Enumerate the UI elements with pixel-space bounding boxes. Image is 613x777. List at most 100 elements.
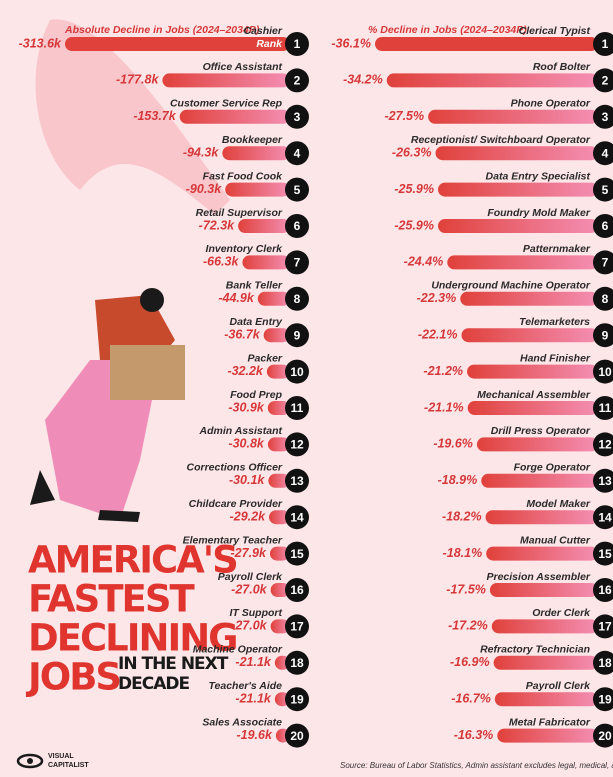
bar: [497, 728, 598, 743]
rank-number: 5: [602, 183, 609, 197]
value-label: -16.9%: [450, 655, 490, 669]
rank-badge: [285, 250, 309, 275]
bar: [225, 182, 290, 197]
category-label: Metal Fabricator: [509, 716, 591, 728]
bar: [491, 619, 598, 634]
value-label: -25.9%: [394, 218, 434, 232]
bar: [438, 182, 598, 197]
rank-badge: [593, 32, 613, 56]
bar: [65, 37, 290, 51]
rank-badge: [593, 250, 613, 275]
category-label: Office Assistant: [203, 61, 283, 73]
value-label: -21.1k: [235, 691, 271, 705]
bar: [263, 328, 290, 343]
bar: [493, 655, 598, 670]
rank-number: 8: [294, 292, 301, 306]
rank-badge: [285, 614, 309, 639]
rank-number: 18: [598, 656, 612, 670]
category-label: Drill Press Operator: [491, 425, 591, 437]
category-label: Data Entry: [229, 316, 283, 328]
rank-number: 9: [294, 328, 301, 342]
rank-number: 19: [598, 692, 612, 706]
bar: [267, 437, 290, 452]
rank-number: 16: [290, 583, 304, 597]
rank-number: 2: [294, 74, 301, 88]
rank-badge: [285, 359, 309, 384]
category-label: Elementary Teacher: [183, 534, 283, 546]
rank-badge: [285, 177, 309, 202]
rank-number: 20: [290, 729, 304, 743]
rank-number: 13: [598, 474, 612, 488]
value-label: -27.0k: [231, 582, 267, 596]
rank-number: 6: [602, 219, 609, 233]
rank-number: 10: [598, 365, 612, 379]
rank-badge: [285, 323, 309, 348]
category-label: Roof Bolter: [533, 61, 591, 73]
value-label: -21.1k: [235, 655, 271, 669]
value-label: -94.3k: [183, 145, 219, 159]
category-label: Receptionist/ Switchboard Operator: [411, 134, 591, 146]
rank-number: 18: [290, 656, 304, 670]
rank-number: 7: [602, 256, 609, 270]
value-label: -36.1%: [331, 36, 371, 50]
category-label: Admin Assistant: [199, 425, 283, 437]
value-label: -30.8k: [228, 437, 264, 451]
value-label: -22.1%: [418, 327, 458, 341]
category-label: Retail Supervisor: [196, 207, 283, 219]
bar: [375, 37, 598, 51]
value-label: -18.1%: [443, 546, 483, 560]
rank-number: 19: [290, 692, 304, 706]
category-label: Clerical Typist: [519, 25, 591, 37]
rank-badge: [593, 396, 613, 420]
value-label: -44.9k: [218, 291, 254, 305]
category-label: Model Maker: [526, 498, 591, 510]
value-label: -153.7k: [133, 109, 176, 123]
bar: [485, 510, 598, 525]
bar: [268, 473, 290, 488]
category-label: Packer: [248, 352, 283, 364]
category-label: Food Prep: [230, 389, 283, 401]
category-label: Order Clerk: [532, 607, 591, 619]
rank-badge: [593, 286, 613, 311]
bar: [461, 328, 598, 343]
bar: [222, 146, 290, 161]
bar: [266, 364, 290, 379]
brand: CAPITALIST: [48, 762, 89, 769]
rank-number: 11: [599, 401, 612, 415]
rank-number: 17: [598, 620, 612, 634]
value-label: -32.2k: [227, 364, 263, 378]
bar: [269, 546, 290, 561]
category-label: Payroll Clerk: [218, 571, 283, 583]
rank-badge: [593, 359, 613, 384]
rank-badge: [285, 505, 309, 530]
value-label: -19.6%: [433, 437, 473, 451]
rank-badge: [593, 614, 613, 639]
category-label: IT Support: [230, 607, 283, 619]
subtitle-line: DECADE: [118, 674, 189, 694]
bar: [267, 401, 290, 415]
rank-badge: [593, 687, 613, 712]
bar: [428, 109, 598, 124]
rank-number: 15: [598, 547, 612, 561]
category-label: Childcare Provider: [189, 498, 283, 510]
bar: [269, 510, 290, 525]
rank-badge: [285, 723, 309, 748]
rank-number: 1: [602, 37, 609, 51]
category-label: Sales Associate: [202, 716, 282, 728]
rank-badge: [285, 214, 309, 238]
value-label: -30.9k: [228, 400, 264, 414]
bar: [481, 473, 598, 488]
rank-badge: [593, 432, 613, 457]
category-label: Bank Teller: [226, 280, 283, 292]
value-label: -18.9%: [438, 473, 478, 487]
illustration: [30, 19, 230, 522]
bar: [270, 619, 290, 634]
value-label: -19.6k: [236, 728, 272, 742]
bar: [162, 73, 290, 88]
rank-number: 6: [294, 219, 301, 233]
value-label: -72.3k: [199, 218, 235, 232]
value-label: -27.9k: [231, 546, 267, 560]
rank-badge: [593, 578, 613, 602]
bar: [489, 583, 598, 597]
rank-header: Rank: [256, 38, 283, 50]
